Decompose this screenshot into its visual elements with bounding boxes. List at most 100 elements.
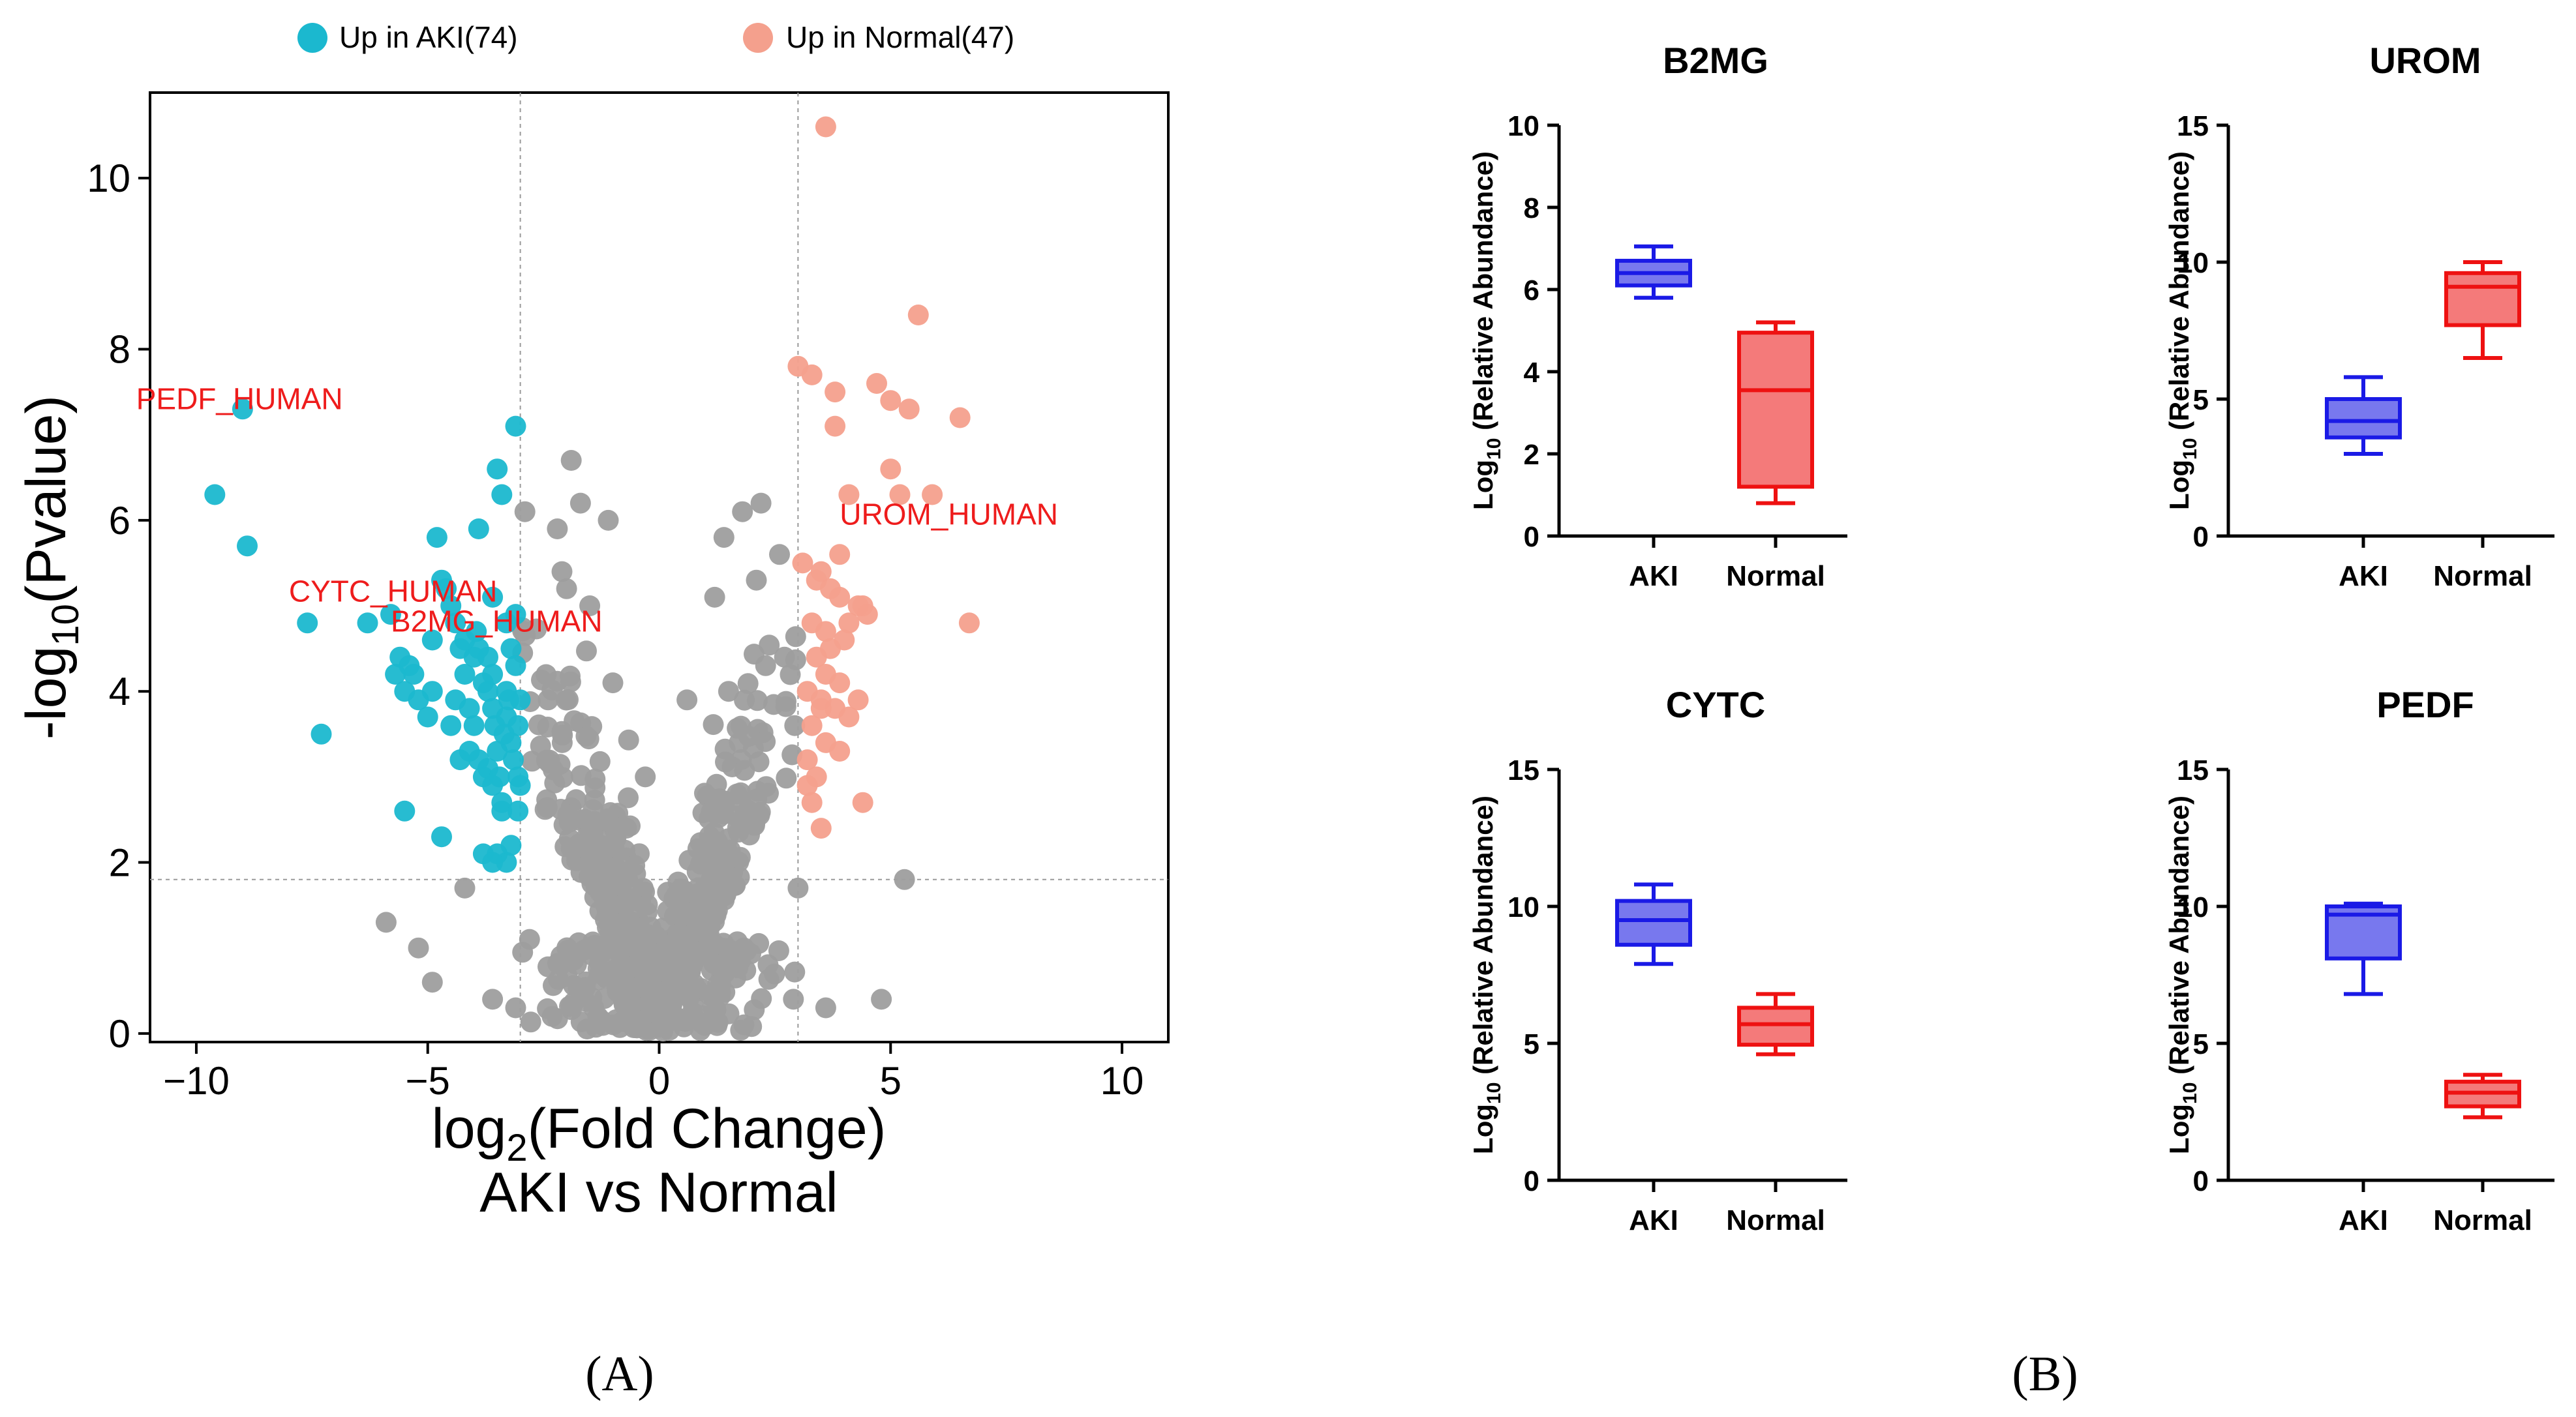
not-significant-point bbox=[536, 749, 557, 771]
not-significant-point bbox=[556, 966, 578, 987]
not-significant-point bbox=[686, 884, 707, 904]
up-in-aki-point bbox=[232, 398, 253, 420]
up-in-aki-point bbox=[204, 484, 226, 505]
box-y-tick-label: 15 bbox=[2177, 754, 2209, 786]
up-in-aki-point bbox=[508, 715, 529, 736]
not-significant-point bbox=[576, 640, 597, 662]
up-in-aki-point bbox=[491, 792, 513, 813]
up-in-normal-point bbox=[801, 715, 823, 736]
not-significant-point bbox=[611, 981, 632, 1003]
volcano-x-ticks: −10 −5 0 5 10 bbox=[163, 1042, 1144, 1103]
panel-label-a: (A) bbox=[585, 1347, 654, 1401]
legend-marker-up-normal bbox=[743, 23, 773, 53]
box-iqr-aki bbox=[2325, 397, 2402, 440]
not-significant-point bbox=[541, 679, 563, 701]
box-y-tick-label: 0 bbox=[2193, 521, 2209, 553]
not-significant-point bbox=[541, 1006, 563, 1027]
not-significant-point bbox=[676, 689, 698, 711]
up-in-aki-point bbox=[482, 664, 504, 685]
not-significant-point bbox=[616, 868, 638, 889]
not-significant-point bbox=[665, 956, 686, 977]
not-significant-points bbox=[375, 450, 915, 1042]
not-significant-point bbox=[578, 728, 599, 750]
not-significant-point bbox=[520, 1011, 541, 1033]
not-significant-point bbox=[707, 974, 728, 996]
up-in-normal-point bbox=[829, 586, 851, 608]
not-significant-point bbox=[708, 788, 730, 809]
not-significant-point bbox=[635, 766, 656, 788]
up-in-normal-point bbox=[958, 612, 980, 634]
not-significant-point bbox=[737, 673, 759, 694]
legend-marker-up-aki bbox=[297, 23, 327, 53]
volcano-plot-frame bbox=[149, 91, 1170, 1043]
not-significant-point bbox=[547, 518, 568, 539]
not-significant-point bbox=[560, 671, 581, 693]
not-significant-point bbox=[774, 646, 795, 668]
not-significant-point bbox=[815, 997, 836, 1019]
not-significant-point bbox=[598, 509, 619, 531]
gene-label-urom-human: UROM_HUMAN bbox=[840, 497, 1058, 531]
not-significant-point bbox=[744, 999, 765, 1021]
box-y-axis-label: Log10 (Relative Abundance) bbox=[2164, 796, 2201, 1154]
volcano-y-tick-label: 6 bbox=[109, 499, 130, 543]
box-y-tick-label: 5 bbox=[2193, 1028, 2209, 1060]
not-significant-point bbox=[375, 912, 397, 933]
not-significant-point bbox=[744, 644, 765, 665]
up-in-normal-point bbox=[838, 484, 860, 505]
up-in-normal-point bbox=[792, 552, 813, 574]
box-y-tick-label: 10 bbox=[2177, 891, 2209, 923]
not-significant-point bbox=[783, 989, 804, 1010]
up-in-aki-point bbox=[431, 826, 452, 848]
not-significant-point bbox=[512, 942, 534, 963]
not-significant-point bbox=[769, 544, 790, 565]
up-in-aki-point bbox=[508, 800, 529, 822]
not-significant-point bbox=[871, 989, 892, 1010]
box-plot-pedf: PEDF 0 5 10 15 Log10 (Relative Abundance) AKI N… bbox=[2164, 684, 2554, 1236]
box-y-tick-label: 2 bbox=[1524, 439, 1539, 471]
not-significant-point bbox=[730, 782, 751, 803]
not-significant-point bbox=[581, 820, 603, 841]
gene-label-cytc-human: CYTC_HUMAN bbox=[289, 574, 497, 608]
not-significant-point bbox=[605, 931, 627, 952]
not-significant-point bbox=[603, 837, 625, 859]
up-in-aki-point bbox=[505, 415, 526, 437]
up-in-aki-point bbox=[508, 766, 529, 788]
up-in-aki-point bbox=[436, 578, 457, 599]
up-in-normal-point bbox=[796, 749, 818, 771]
not-significant-point bbox=[620, 1002, 641, 1023]
not-significant-point bbox=[482, 989, 504, 1010]
not-significant-point bbox=[697, 905, 718, 927]
not-significant-point bbox=[552, 724, 573, 746]
box-y-tick-label: 15 bbox=[1508, 754, 1539, 786]
up-in-normal-point bbox=[898, 398, 920, 420]
not-significant-point bbox=[714, 858, 735, 879]
box-y-tick-label: 10 bbox=[1508, 891, 1539, 923]
not-significant-point bbox=[528, 714, 549, 736]
box-y-tick-label: 4 bbox=[1524, 357, 1540, 389]
not-significant-point bbox=[758, 783, 779, 804]
not-significant-point bbox=[589, 751, 611, 772]
up-in-normal-point bbox=[829, 741, 851, 762]
up-in-normal-point bbox=[838, 612, 860, 634]
box-category-label-aki: AKI bbox=[2339, 1204, 2388, 1236]
gene-label-b2mg-human: B2MG_HUMAN bbox=[391, 604, 603, 638]
not-significant-point bbox=[894, 869, 915, 890]
box-iqr-aki bbox=[1615, 899, 1692, 947]
up-in-aki-point bbox=[477, 681, 498, 702]
not-significant-point bbox=[750, 492, 772, 514]
up-in-aki-point bbox=[459, 741, 480, 762]
box-category-label-aki: AKI bbox=[1629, 1204, 1678, 1236]
box-category-label-aki: AKI bbox=[2339, 560, 2388, 592]
up-in-normal-point bbox=[852, 792, 873, 813]
not-significant-point bbox=[658, 992, 679, 1013]
not-significant-point bbox=[787, 877, 809, 899]
up-in-aki-point bbox=[496, 612, 517, 634]
up-in-aki-point bbox=[394, 800, 416, 822]
box-y-axis-label: Log10 (Relative Abundance) bbox=[1468, 796, 1505, 1154]
not-significant-point bbox=[579, 595, 601, 616]
volcano-x-tick-label: 5 bbox=[880, 1059, 902, 1103]
not-significant-point bbox=[727, 817, 748, 839]
not-significant-point bbox=[725, 967, 746, 989]
not-significant-point bbox=[678, 850, 700, 871]
